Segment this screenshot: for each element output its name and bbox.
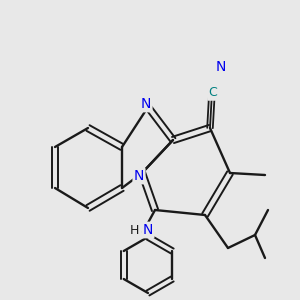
Text: N: N [143,223,153,237]
Text: N: N [216,60,226,74]
Text: N: N [134,169,144,183]
Text: C: C [208,86,217,100]
Text: N: N [141,97,151,111]
Text: H: H [129,224,139,236]
